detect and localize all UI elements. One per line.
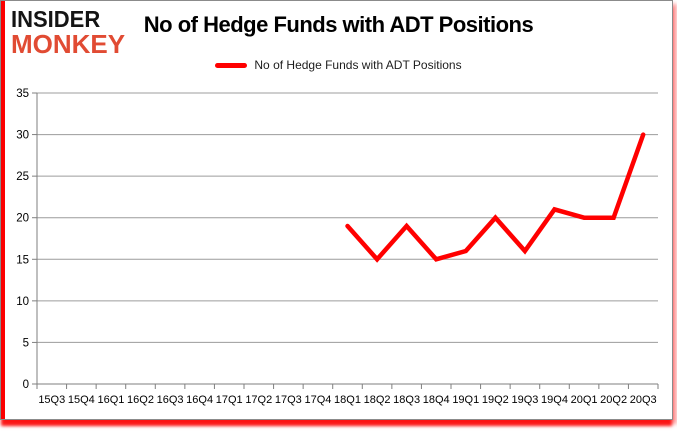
chart-legend: No of Hedge Funds with ADT Positions <box>0 56 677 74</box>
x-tick-label: 15Q4 <box>68 394 95 406</box>
y-tick-label: 0 <box>23 379 29 391</box>
x-tick-label: 15Q3 <box>38 394 65 406</box>
x-tick-label: 20Q2 <box>600 394 627 406</box>
logo-text-insider: INSIDER <box>11 5 101 33</box>
x-tick-label: 16Q4 <box>186 394 213 406</box>
x-tick-label: 18Q1 <box>334 394 361 406</box>
y-tick-label: 10 <box>16 296 29 308</box>
x-tick-label: 18Q2 <box>364 394 391 406</box>
x-tick-label: 16Q1 <box>97 394 124 406</box>
x-tick-label: 17Q4 <box>304 394 331 406</box>
x-tick-label: 19Q2 <box>482 394 509 406</box>
x-tick-label: 16Q3 <box>157 394 184 406</box>
x-tick-label: 19Q4 <box>541 394 568 406</box>
y-tick-label: 20 <box>16 213 29 225</box>
chart-title: No of Hedge Funds with ADT Positions <box>143 12 534 37</box>
x-tick-label: 18Q4 <box>423 394 450 406</box>
x-tick-label: 17Q1 <box>216 394 243 406</box>
x-tick-label: 17Q2 <box>245 394 272 406</box>
x-tick-label: 19Q3 <box>511 394 538 406</box>
x-tick-label: 17Q3 <box>275 394 302 406</box>
x-tick-label: 16Q2 <box>127 394 154 406</box>
x-tick-label: 20Q1 <box>571 394 598 406</box>
x-tick-label: 19Q1 <box>452 394 479 406</box>
logo-text-monkey: MONKEY <box>11 29 126 59</box>
y-tick-label: 5 <box>23 337 29 349</box>
legend-line-swatch <box>215 62 248 68</box>
x-tick-label: 20Q3 <box>630 394 657 406</box>
legend-label: No of Hedge Funds with ADT Positions <box>254 58 462 72</box>
y-tick-label: 30 <box>16 130 29 142</box>
insider-monkey-logo: INSIDER MONKEY <box>11 5 126 59</box>
y-tick-label: 15 <box>16 254 29 266</box>
x-tick-label: 18Q3 <box>393 394 420 406</box>
data-series-line <box>345 132 646 263</box>
y-tick-label: 25 <box>16 171 29 183</box>
y-tick-label: 35 <box>16 88 29 100</box>
